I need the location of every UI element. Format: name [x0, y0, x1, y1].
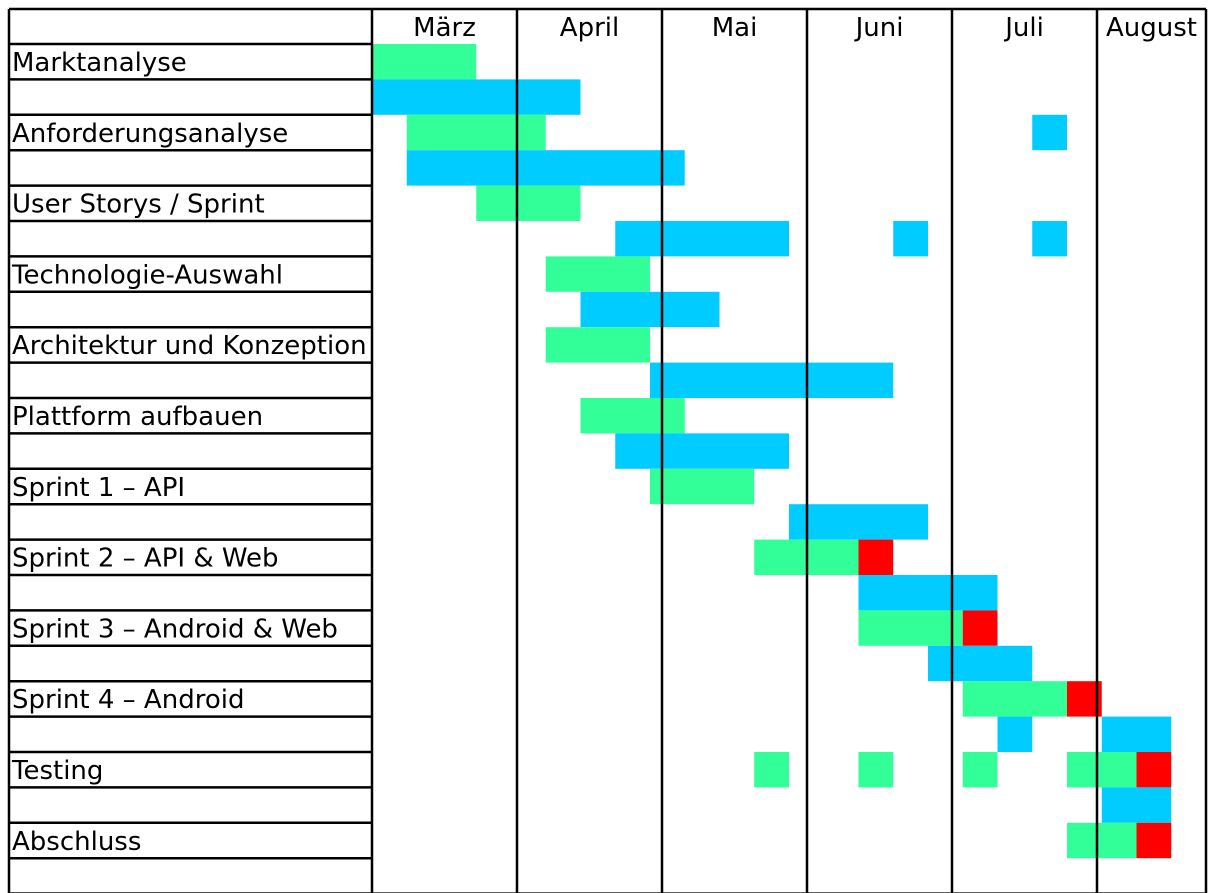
- task-bar-blue: [1032, 114, 1067, 151]
- task-bar-red: [1136, 752, 1172, 788]
- task-bar-blue: [615, 221, 789, 257]
- task-bar-blue: [789, 504, 928, 540]
- task-bar-blue: [858, 575, 998, 611]
- task-bar-green: [1067, 752, 1137, 788]
- task-bar-blue: [372, 79, 581, 115]
- task-bar-blue: [1101, 787, 1172, 823]
- task-bar-blue: [1101, 716, 1172, 752]
- month-header: April: [560, 13, 619, 43]
- task-bar-green: [580, 398, 685, 434]
- month-header: Juli: [1003, 13, 1044, 43]
- task-label: Sprint 3 – Android & Web: [12, 614, 338, 644]
- task-label: Sprint 2 – API & Web: [12, 544, 279, 574]
- bars-layer: [372, 44, 1172, 859]
- task-bar-green: [545, 327, 650, 363]
- task-bar-green: [372, 44, 477, 80]
- task-label: Sprint 4 – Android: [12, 685, 244, 715]
- task-bar-green: [650, 468, 755, 505]
- task-bar-red: [962, 610, 998, 646]
- task-label: Testing: [11, 756, 103, 786]
- task-bar-green: [858, 610, 963, 646]
- task-bar-green: [858, 752, 894, 788]
- text-layer: März April Mai Juni Juli August Marktanalyse An…: [11, 13, 1197, 857]
- task-bar-green: [476, 185, 581, 221]
- task-label: User Storys / Sprint: [12, 190, 265, 220]
- task-bar-blue: [580, 291, 720, 328]
- task-bar-red: [858, 539, 894, 575]
- task-bar-blue: [406, 150, 685, 186]
- task-label: Technologie-Auswahl: [11, 260, 283, 290]
- task-label: Architektur und Konzeption: [12, 331, 367, 361]
- task-bar-blue: [928, 645, 1033, 682]
- month-header: Juni: [854, 13, 904, 43]
- month-header: Mai: [712, 13, 758, 43]
- task-bar-green: [962, 681, 1067, 717]
- month-header: März: [413, 13, 476, 43]
- task-label: Abschluss: [12, 827, 141, 857]
- task-label: Anforderungsanalyse: [12, 119, 288, 149]
- task-bar-green: [1067, 822, 1137, 859]
- task-bar-green: [962, 752, 998, 788]
- task-label: Plattform aufbauen: [12, 402, 263, 432]
- task-bar-blue: [615, 433, 789, 469]
- task-label: Sprint 1 – API: [12, 473, 185, 503]
- grid-layer: [7, 7, 1208, 893]
- task-bar-red: [1136, 822, 1172, 859]
- task-bar-green: [545, 256, 650, 292]
- task-bar-blue: [893, 221, 928, 257]
- task-bar-blue: [997, 716, 1033, 752]
- task-bar-blue: [1032, 221, 1067, 257]
- month-header: August: [1106, 13, 1197, 43]
- task-bar-green: [754, 752, 789, 788]
- task-bar-green: [406, 114, 546, 151]
- task-label: Marktanalyse: [12, 48, 187, 78]
- task-bar-blue: [650, 362, 894, 398]
